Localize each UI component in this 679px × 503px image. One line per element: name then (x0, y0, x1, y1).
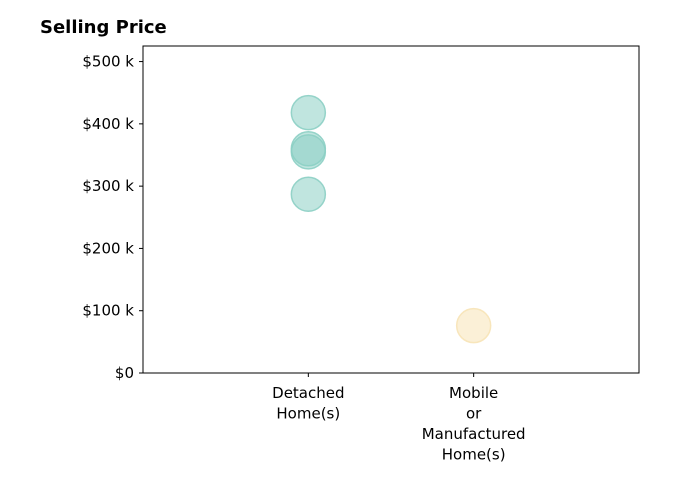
x-tick-label-line: Manufactured (422, 425, 526, 443)
y-tick-label: $100 k (82, 302, 134, 320)
x-tick-label-line: Detached (272, 384, 344, 402)
y-tick-label: $300 k (82, 177, 134, 195)
x-tick-label: Mobile or Manufactured Home(s) (422, 384, 526, 464)
x-tick-label-line: or (466, 405, 482, 423)
x-tick-label-line: Home(s) (442, 446, 506, 464)
y-tick-label: $400 k (82, 115, 134, 133)
x-tick-label: Detached Home(s) (272, 384, 344, 423)
y-tick-label: $0 (115, 364, 134, 382)
y-axis: $0 $100 k $200 k $300 k $400 k $500 k (82, 53, 143, 382)
y-tick-label: $500 k (82, 53, 134, 71)
data-points (290, 94, 492, 344)
plot-frame (142, 45, 640, 374)
x-tick-label-line: Home(s) (276, 405, 340, 423)
x-axis: Detached Home(s) Mobile or Manufactured Home(… (272, 373, 526, 464)
data-point (290, 176, 327, 212)
data-point (290, 94, 327, 131)
y-tick-label: $200 k (82, 239, 134, 257)
data-point (455, 307, 492, 344)
x-tick-label-line: Mobile (449, 384, 498, 402)
data-point (290, 134, 327, 170)
chart-title: Selling Price (40, 17, 167, 38)
